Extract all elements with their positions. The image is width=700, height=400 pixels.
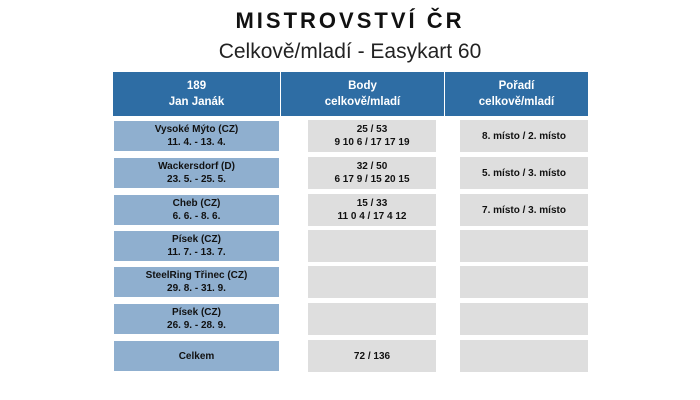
header-rank-label: Pořadí xyxy=(498,80,535,92)
event-name: Písek (CZ) xyxy=(172,307,221,318)
row-rank-cell xyxy=(460,303,588,335)
event-name: SteelRing Třinec (CZ) xyxy=(145,270,248,281)
total-rank-cell xyxy=(460,340,588,372)
header-driver: 189 Jan Janák xyxy=(113,72,280,116)
header-points-sublabel: celkově/mladí xyxy=(324,96,401,108)
driver-name: Jan Janák xyxy=(168,96,225,108)
row-points-cell: 25 / 53 9 10 6 / 17 17 19 xyxy=(308,120,436,152)
row-rank-cell xyxy=(460,266,588,298)
event-dates: 29. 8. - 31. 9. xyxy=(167,283,226,294)
page-subtitle: Celkově/mladí - Easykart 60 xyxy=(218,40,482,63)
points-total: 32 / 50 xyxy=(356,161,388,172)
header-rank: Pořadí celkově/mladí xyxy=(445,72,588,116)
row-event-label: Vysoké Mýto (CZ) 11. 4. - 13. 4. xyxy=(113,120,280,152)
event-dates: 6. 6. - 8. 6. xyxy=(172,211,221,222)
total-label: Celkem xyxy=(113,340,280,372)
row-points-cell xyxy=(308,230,436,262)
rank-value: 5. místo / 3. místo xyxy=(482,167,566,179)
rank-value: 8. místo / 2. místo xyxy=(482,130,566,142)
driver-number: 189 xyxy=(186,80,207,92)
event-name: Wackersdorf (D) xyxy=(158,161,235,172)
row-points-cell xyxy=(308,303,436,335)
points-total: 15 / 33 xyxy=(356,198,388,209)
header-divider xyxy=(280,72,281,116)
points-total: 25 / 53 xyxy=(356,124,388,135)
row-rank-cell: 5. místo / 3. místo xyxy=(460,157,588,189)
event-name: Cheb (CZ) xyxy=(172,198,221,209)
event-name: Písek (CZ) xyxy=(172,234,221,245)
row-event-label: Wackersdorf (D) 23. 5. - 25. 5. xyxy=(113,157,280,189)
header-points-label: Body xyxy=(348,80,377,92)
header-rank-sublabel: celkově/mladí xyxy=(478,96,555,108)
row-event-label: Cheb (CZ) 6. 6. - 8. 6. xyxy=(113,194,280,226)
event-dates: 23. 5. - 25. 5. xyxy=(167,174,226,185)
event-dates: 26. 9. - 28. 9. xyxy=(167,320,226,331)
event-name: Vysoké Mýto (CZ) xyxy=(154,124,239,135)
points-detail: 11 0 4 / 17 4 12 xyxy=(337,211,407,222)
row-event-label: SteelRing Třinec (CZ) 29. 8. - 31. 9. xyxy=(113,266,280,298)
row-rank-cell: 8. místo / 2. místo xyxy=(460,120,588,152)
points-detail: 6 17 9 / 15 20 15 xyxy=(334,174,410,185)
page-title: MISTROVSTVÍ ČR xyxy=(235,8,465,33)
rank-value: 7. místo / 3. místo xyxy=(482,204,566,216)
total-points: 72 / 136 xyxy=(353,350,391,362)
row-rank-cell xyxy=(460,230,588,262)
row-points-cell: 32 / 50 6 17 9 / 15 20 15 xyxy=(308,157,436,189)
header-points: Body celkově/mladí xyxy=(281,72,444,116)
row-event-label: Písek (CZ) 26. 9. - 28. 9. xyxy=(113,303,280,335)
event-dates: 11. 4. - 13. 4. xyxy=(167,137,226,148)
event-dates: 11. 7. - 13. 7. xyxy=(167,247,226,258)
total-points-cell: 72 / 136 xyxy=(308,340,436,372)
row-points-cell: 15 / 33 11 0 4 / 17 4 12 xyxy=(308,194,436,226)
points-detail: 9 10 6 / 17 17 19 xyxy=(334,137,410,148)
table-header: 189 Jan Janák Body celkově/mladí Pořadí … xyxy=(113,72,588,116)
row-points-cell xyxy=(308,266,436,298)
row-event-label: Písek (CZ) 11. 7. - 13. 7. xyxy=(113,230,280,262)
header-divider xyxy=(444,72,445,116)
total-label-text: Celkem xyxy=(178,350,215,362)
row-rank-cell: 7. místo / 3. místo xyxy=(460,194,588,226)
